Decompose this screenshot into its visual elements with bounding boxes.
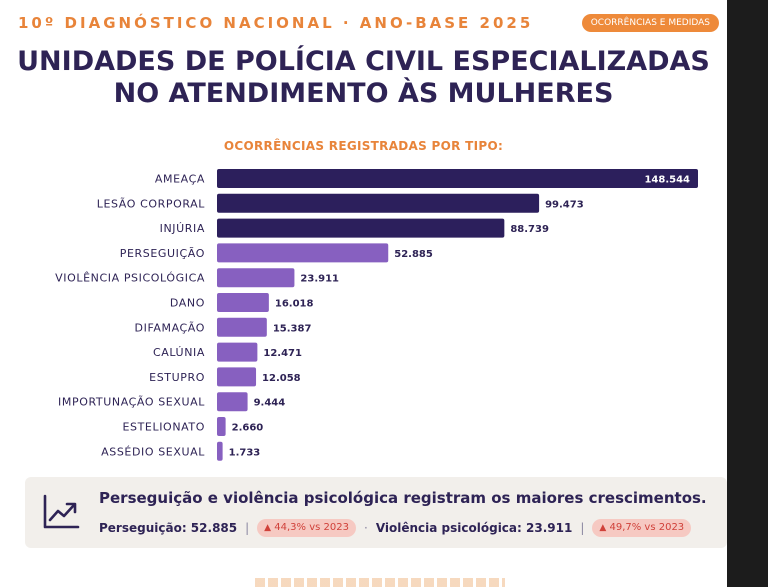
- category-label: INJÚRIA: [160, 222, 205, 235]
- change-badge-violencia: ▲ 49,7% vs 2023: [592, 519, 692, 537]
- category-label: ESTUPRO: [149, 371, 205, 384]
- bar: [217, 441, 223, 461]
- callout-title: Perseguição e violência psicológica regi…: [99, 489, 707, 507]
- stat-perseguicao: Perseguição: 52.885: [99, 521, 238, 535]
- title-line-2: NO ATENDIMENTO ÀS MULHERES: [113, 78, 614, 109]
- category-label: ESTELIONATO: [122, 421, 205, 434]
- value-label: 1.733: [229, 447, 261, 458]
- change-badge-perseguicao: ▲ 44,3% vs 2023: [257, 519, 356, 537]
- category-label: DANO: [170, 297, 205, 310]
- stat-violencia-psicologica: Violência psicológica: 23.911: [375, 521, 573, 535]
- highlight-callout: Perseguição e violência psicológica regi…: [25, 477, 727, 548]
- category-label: PERSEGUIÇÃO: [120, 247, 205, 260]
- bar: [217, 243, 389, 263]
- next-section-heading-cutoff: [255, 578, 505, 587]
- value-label: 9.444: [254, 398, 286, 409]
- page-title: UNIDADES DE POLÍCIA CIVIL ESPECIALIZADAS…: [0, 46, 727, 110]
- bar: [217, 268, 295, 288]
- title-line-1: UNIDADES DE POLÍCIA CIVIL ESPECIALIZADAS: [17, 46, 710, 77]
- dot-separator: ·: [363, 521, 368, 535]
- separator: |: [580, 521, 585, 535]
- trending-up-icon: [43, 494, 80, 529]
- section-badge: OCORRÊNCIAS E MEDIDAS: [581, 14, 719, 32]
- category-label: ASSÉDIO SEXUAL: [101, 445, 205, 458]
- bar: [217, 293, 269, 312]
- bar: [217, 342, 258, 362]
- value-label: 15.387: [273, 323, 312, 334]
- category-label: DIFAMAÇÃO: [135, 321, 205, 334]
- value-label: 12.058: [262, 373, 301, 384]
- value-label: 52.885: [394, 249, 433, 260]
- value-label: 23.911: [300, 274, 339, 285]
- bar: [217, 367, 257, 387]
- infographic-page: 10º DIAGNÓSTICO NACIONAL · ANO-BASE 2025…: [0, 0, 727, 587]
- category-label: IMPORTUNAÇÃO SEXUAL: [58, 396, 205, 409]
- category-label: CALÚNIA: [153, 346, 205, 359]
- category-label: LESÃO CORPORAL: [97, 197, 206, 210]
- value-label: 2.660: [232, 423, 264, 434]
- bar: [217, 317, 267, 337]
- callout-stats: Perseguição: 52.885 | ▲ 44,3% vs 2023 · …: [99, 517, 692, 539]
- category-label: AMEAÇA: [155, 173, 205, 186]
- chart-title: OCORRÊNCIAS REGISTRADAS POR TIPO:: [223, 139, 504, 153]
- value-label: 88.739: [510, 224, 549, 235]
- bar: [217, 193, 540, 213]
- separator: |: [245, 521, 250, 535]
- bar: [217, 392, 248, 412]
- up-arrow-icon: ▲: [264, 523, 272, 533]
- bar: [217, 417, 226, 436]
- value-label: 148.544: [644, 175, 690, 186]
- up-arrow-icon: ▲: [599, 523, 607, 533]
- category-label: VIOLÊNCIA PSICOLÓGICA: [55, 272, 205, 285]
- value-label: 99.473: [545, 199, 584, 210]
- bar-chart: AMEAÇA 148.544 LESÃO CORPORAL 99.473 INJÚRIA…: [55, 169, 698, 461]
- value-label: 16.018: [275, 299, 314, 310]
- bar: [217, 218, 505, 238]
- value-label: 12.471: [263, 348, 302, 359]
- report-kicker: 10º DIAGNÓSTICO NACIONAL · ANO-BASE 2025: [18, 14, 534, 32]
- bar: [217, 169, 698, 188]
